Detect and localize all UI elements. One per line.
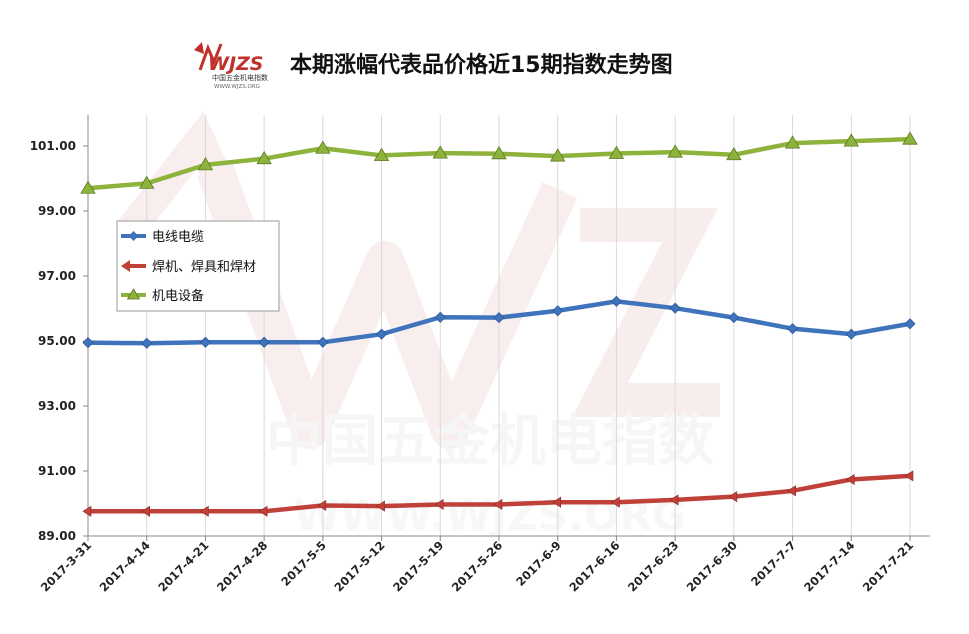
data-point — [669, 302, 681, 314]
data-point — [317, 499, 327, 511]
x-tick-label: 2017-5-19 — [390, 538, 446, 594]
data-point — [258, 336, 270, 348]
data-point — [610, 496, 620, 508]
data-point — [845, 473, 855, 485]
data-point — [80, 180, 96, 194]
series-2 — [80, 131, 918, 194]
data-point — [667, 144, 683, 158]
x-tick-label: 2017-5-26 — [449, 538, 505, 594]
watermark-text: 中国五金机电指数 — [266, 409, 714, 474]
data-point — [845, 328, 857, 340]
data-point — [728, 312, 740, 324]
series-0 — [82, 295, 916, 349]
data-point — [199, 505, 209, 517]
y-tick-label: 93.00 — [38, 399, 76, 413]
data-point — [726, 146, 742, 161]
data-point — [728, 491, 738, 503]
legend-arrow-icon — [121, 260, 130, 272]
data-point — [373, 147, 390, 161]
y-tick-label: 91.00 — [38, 464, 76, 478]
y-tick-label: 101.00 — [30, 139, 76, 153]
series-1 — [82, 470, 914, 517]
x-tick-label: 2017-7-7 — [748, 538, 799, 589]
data-point — [256, 150, 272, 165]
y-tick-label: 95.00 — [38, 334, 76, 348]
x-tick-label: 2017-6-23 — [625, 538, 681, 594]
data-point — [139, 175, 155, 189]
data-point — [432, 145, 448, 159]
data-point — [493, 498, 503, 511]
y-axis-ticks: 89.00 91.00 93.00 95.00 97.00 99.00 101.00 — [30, 139, 88, 543]
data-point — [904, 470, 914, 482]
y-tick-label: 97.00 — [38, 269, 76, 283]
x-tick-label: 2017-4-14 — [97, 538, 153, 594]
logo-arrow-icon — [198, 43, 223, 71]
data-point — [258, 505, 268, 517]
y-tick-label: 89.00 — [38, 529, 76, 543]
logo-url: WWW.WJZS.ORG — [214, 84, 260, 90]
data-point — [141, 505, 151, 517]
legend-triangle-icon — [126, 288, 141, 300]
data-point — [904, 318, 916, 330]
data-point — [434, 498, 444, 511]
logo: WJZS 中国五金机电指数 WWW.WJZS.ORG — [194, 42, 268, 90]
data-point — [315, 140, 331, 154]
data-point — [82, 337, 94, 349]
legend-label-cable: 电线电缆 — [152, 229, 204, 245]
legend-item-cable: 电线电缆 — [121, 229, 204, 245]
data-point — [552, 305, 564, 317]
legend-label-electromech: 机电设备 — [152, 288, 204, 304]
data-point — [552, 496, 562, 508]
data-point — [787, 323, 799, 335]
y-tick-label: 99.00 — [38, 204, 76, 218]
x-tick-label: 2017-6-30 — [684, 538, 740, 594]
data-point — [669, 494, 679, 506]
data-point — [610, 295, 622, 307]
data-point — [376, 500, 385, 512]
legend-diamond-icon — [128, 231, 139, 241]
data-point — [376, 328, 388, 340]
data-point — [434, 311, 446, 323]
watermark-url: WWW.WJZS.ORG — [294, 491, 687, 540]
data-point — [317, 336, 329, 348]
watermark: 中国五金机电指数 WWW.WJZS.ORG — [118, 111, 720, 540]
x-tick-label: 2017-6-9 — [513, 538, 564, 589]
legend-label-welding: 焊机、焊具和焊材 — [152, 259, 256, 275]
x-axis-ticks: 2017-3-31 2017-4-14 2017-4-21 2017-4-28 2017… — [38, 536, 916, 594]
header: WJZS 中国五金机电指数 WWW.WJZS.ORG 本期涨幅代表品价格近15期… — [194, 42, 673, 90]
data-point — [784, 135, 801, 149]
data-point — [843, 133, 859, 147]
legend: 电线电缆 焊机、焊具和焊材 机电设备 — [116, 220, 280, 312]
data-point — [787, 485, 796, 497]
legend-item-electromech: 机电设备 — [121, 288, 204, 304]
data-point — [141, 337, 153, 349]
data-point — [199, 336, 211, 348]
data-point — [82, 505, 92, 517]
x-tick-label: 2017-5-12 — [331, 538, 387, 594]
x-tick-label: 2017-4-21 — [155, 538, 211, 594]
logo-text: WJZS — [208, 53, 264, 75]
data-point — [608, 145, 625, 159]
data-point — [491, 146, 507, 160]
chart-title: 本期涨幅代表品价格近15期指数走势图 — [290, 52, 673, 78]
x-tick-label: 2017-5-5 — [278, 538, 329, 589]
data-point — [493, 312, 505, 324]
x-tick-label: 2017-6-16 — [566, 538, 622, 594]
legend-item-welding: 焊机、焊具和焊材 — [121, 259, 256, 275]
data-point — [197, 157, 214, 171]
logo-subtitle: 中国五金机电指数 — [212, 73, 268, 82]
data-point — [550, 148, 566, 162]
series-layer — [80, 131, 918, 517]
x-tick-label: 2017-4-28 — [214, 538, 270, 594]
data-point — [902, 131, 918, 145]
x-tick-label: 2017-7-14 — [801, 538, 857, 594]
x-tick-label: 2017-7-21 — [860, 538, 916, 594]
x-tick-label: 2017-3-31 — [38, 538, 94, 594]
